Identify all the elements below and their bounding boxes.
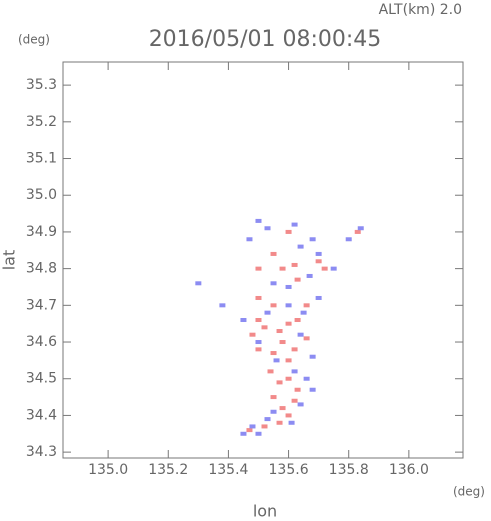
radar-cell <box>294 277 301 282</box>
y-tick-label: 34.5 <box>26 371 57 387</box>
radar-cell <box>255 295 262 300</box>
y-tick-label: 34.6 <box>26 334 57 350</box>
radar-cell <box>345 237 352 242</box>
y-tick-label: 34.3 <box>26 444 57 460</box>
radar-cell <box>255 340 262 345</box>
radar-cell <box>270 409 277 414</box>
x-tick-label: 135.0 <box>88 462 128 478</box>
radar-cell <box>270 303 277 308</box>
radar-cell <box>354 229 361 234</box>
radar-cell <box>276 329 283 334</box>
x-tick-label: 136.0 <box>389 462 429 478</box>
radar-cell <box>276 380 283 385</box>
x-tick-label: 135.2 <box>148 462 188 478</box>
radar-cell <box>309 387 316 392</box>
y-tick-label: 35.3 <box>26 77 57 93</box>
radar-cell <box>297 332 304 337</box>
radar-cell <box>330 266 337 271</box>
radar-cell <box>315 251 322 256</box>
radar-cell <box>276 420 283 425</box>
radar-cell <box>246 237 253 242</box>
radar-cell <box>249 332 256 337</box>
x-tick-label: 135.8 <box>329 462 369 478</box>
radar-cell <box>240 431 247 436</box>
radar-cell <box>261 424 268 429</box>
radar-cell <box>270 251 277 256</box>
x-unit: (deg) <box>453 485 485 499</box>
radar-cell <box>249 424 256 429</box>
radar-cell <box>255 266 262 271</box>
radar-cell <box>195 281 202 286</box>
radar-cell <box>264 417 271 422</box>
y-tick-label: 35.2 <box>26 114 57 130</box>
radar-cell <box>279 266 286 271</box>
plot-frame <box>62 61 464 459</box>
radar-cell <box>279 340 286 345</box>
radar-cell <box>309 354 316 359</box>
radar-cell <box>255 218 262 223</box>
x-tick-label: 135.4 <box>208 462 248 478</box>
radar-cell <box>279 406 286 411</box>
radar-cell <box>315 295 322 300</box>
radar-cell <box>288 420 295 425</box>
radar-cell <box>240 318 247 323</box>
radar-cell <box>264 226 271 231</box>
radar-cell <box>285 358 292 363</box>
radar-cell <box>285 303 292 308</box>
radar-cell <box>261 325 268 330</box>
radar-cell <box>291 262 298 267</box>
radar-cell <box>291 347 298 352</box>
radar-cell <box>285 229 292 234</box>
radar-cell <box>309 237 316 242</box>
radar-cell <box>303 336 310 341</box>
radar-cell <box>291 398 298 403</box>
y-axis-label: lat <box>0 250 19 271</box>
radar-cell <box>270 281 277 286</box>
y-tick-label: 34.7 <box>26 297 57 313</box>
radar-cell <box>264 310 271 315</box>
radar-cell <box>297 402 304 407</box>
radar-cell <box>219 303 226 308</box>
radar-cell <box>285 284 292 289</box>
radar-cell <box>294 318 301 323</box>
y-tick-label: 35.1 <box>26 151 57 167</box>
y-tick-label: 34.9 <box>26 224 57 240</box>
subtitle: ALT(km) 2.0 <box>379 2 462 18</box>
radar-cell <box>285 321 292 326</box>
radar-cell <box>255 431 262 436</box>
radar-cell <box>297 244 304 249</box>
radar-cell <box>246 428 253 433</box>
y-tick-label: 35.0 <box>26 187 57 203</box>
radar-cell <box>255 318 262 323</box>
radar-cell <box>294 387 301 392</box>
radar-cell <box>291 222 298 227</box>
radar-cell <box>300 310 307 315</box>
y-tick-label: 34.4 <box>26 407 57 423</box>
x-axis-label: lon <box>253 502 277 521</box>
radar-cell <box>321 266 328 271</box>
radar-cell <box>267 369 274 374</box>
y-tick-label: 34.8 <box>26 261 57 277</box>
radar-cell <box>303 376 310 381</box>
radar-cell <box>291 369 298 374</box>
radar-cell <box>303 303 310 308</box>
radar-cell <box>285 413 292 418</box>
radar-cell <box>270 395 277 400</box>
radar-cell <box>285 376 292 381</box>
radar-cell <box>357 226 364 231</box>
radar-cell <box>255 347 262 352</box>
y-unit: (deg) <box>18 33 50 47</box>
x-tick-label: 135.6 <box>269 462 309 478</box>
radar-cell <box>273 358 280 363</box>
radar-cell <box>306 273 313 278</box>
radar-cell <box>270 351 277 356</box>
chart-title: 2016/05/01 08:00:45 <box>149 27 382 52</box>
radar-cell <box>315 259 322 264</box>
